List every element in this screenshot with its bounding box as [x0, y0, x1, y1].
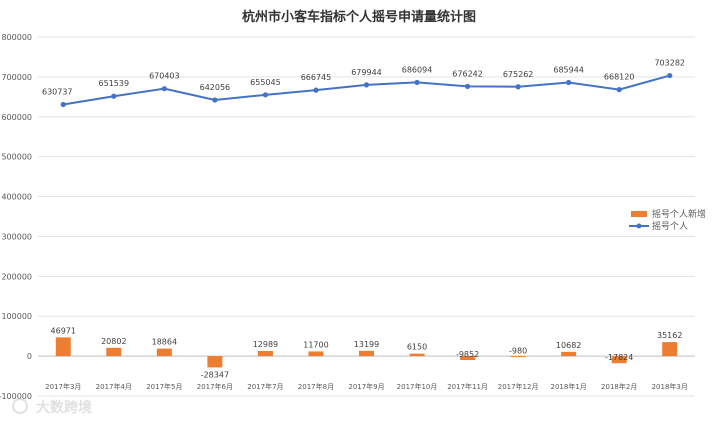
y-tick-label: -100000	[0, 392, 32, 401]
line-point	[363, 82, 370, 88]
bar	[460, 356, 476, 361]
bar-value-label: 6150	[407, 343, 427, 352]
x-tick-label: 2018年1月	[551, 382, 587, 391]
bar-value-label: -28347	[201, 370, 229, 379]
bar	[510, 356, 526, 358]
bar	[359, 350, 374, 357]
bar-value-label: -980	[509, 347, 527, 356]
x-tick-label: 2017年8月	[298, 382, 334, 391]
bar	[409, 353, 425, 357]
bar-value-label: 11700	[303, 340, 328, 349]
y-tick-label: 0	[27, 352, 32, 361]
x-tick-label: 2017年10月	[397, 382, 438, 391]
line-point	[616, 87, 622, 93]
legend-line-marker	[636, 223, 642, 229]
bar	[611, 356, 627, 364]
line-point	[464, 83, 471, 89]
bar-value-label: 13199	[354, 340, 379, 349]
x-tick-label: 2017年4月	[96, 382, 132, 391]
bar-series: 46971 20802 18864 -28347 12989 11700 13199 6150…	[51, 326, 683, 379]
x-tick-label: 2018年2月	[601, 382, 637, 391]
bar	[106, 347, 122, 357]
bar-value-label: 46971	[51, 326, 76, 335]
legend: 摇号个人新增 摇号个人	[629, 208, 706, 232]
line-point	[566, 79, 572, 86]
line-value-label: 676242	[452, 69, 483, 78]
x-tick-label: 2017年3月	[45, 382, 81, 391]
y-tick-label: 100000	[1, 312, 32, 321]
bar	[55, 337, 71, 357]
watermark-text: 大数跨境	[36, 399, 92, 416]
x-tick-label: 2018年3月	[652, 382, 688, 391]
line-value-label: 679944	[351, 68, 382, 77]
bar	[207, 356, 223, 368]
line-point	[212, 97, 218, 103]
x-tick-label: 2017年12月	[498, 382, 539, 391]
x-tick-label: 2017年9月	[348, 382, 384, 391]
line-value-label: 655045	[250, 78, 281, 87]
y-tick-label: 400000	[1, 193, 32, 202]
bar	[257, 350, 273, 357]
legend-line-label: 摇号个人	[652, 220, 688, 232]
line-value-label: 651539	[99, 79, 130, 88]
line-point	[111, 93, 117, 99]
y-tick-label: 500000	[1, 153, 32, 162]
x-tick-label: 2017年5月	[146, 382, 182, 391]
line-series: 630737 651539 670403 642056 655045 666745 6799…	[42, 59, 685, 108]
line-value-label: 666745	[301, 73, 332, 82]
y-tick-label: 600000	[1, 113, 32, 122]
line-value-label: 670403	[149, 72, 180, 81]
bar-value-label: 12989	[253, 340, 278, 349]
line-value-label: 630737	[42, 88, 73, 97]
bar-value-label: 20802	[101, 337, 126, 346]
line-value-label: 703282	[654, 59, 685, 68]
x-tick-label: 2017年7月	[247, 382, 283, 391]
bar	[561, 351, 577, 357]
line-point	[414, 79, 420, 86]
bar-value-label: 35162	[657, 331, 682, 340]
gridlines	[38, 36, 695, 397]
line-point	[667, 72, 673, 79]
watermark-logo-icon	[12, 398, 28, 414]
bar	[308, 351, 324, 357]
bar-value-label: -9852	[456, 350, 479, 359]
y-axis: -100000 0 100000 200000 300000 400000 500000 60…	[0, 33, 32, 401]
legend-bar-swatch	[631, 211, 647, 217]
line-value-label: 675262	[503, 70, 534, 79]
bar-value-label: 10682	[556, 341, 581, 350]
bar	[156, 348, 172, 357]
line-point	[60, 101, 66, 108]
line-point	[161, 86, 167, 92]
watermark: 大数跨境	[12, 398, 92, 416]
bar-value-label: -17824	[605, 353, 633, 362]
y-tick-label: 200000	[1, 272, 32, 281]
x-tick-label: 2017年11月	[447, 382, 488, 391]
y-tick-label: 700000	[1, 73, 32, 82]
y-tick-label: 800000	[1, 33, 32, 42]
x-axis: 2017年3月 2017年4月 2017年5月 2017年6月 2017年7月 2017年…	[45, 382, 688, 391]
line-value-label: 642056	[200, 83, 231, 92]
line-point	[313, 87, 319, 93]
line-point	[262, 92, 269, 98]
line-value-label: 668120	[604, 73, 635, 82]
bar	[662, 342, 678, 357]
chart-title: 杭州市小客车指标个人摇号申请量统计图	[242, 9, 476, 25]
x-tick-label: 2017年6月	[197, 382, 233, 391]
line-value-label: 685944	[553, 65, 584, 74]
legend-bar-label: 摇号个人新增	[652, 208, 706, 220]
y-tick-label: 300000	[1, 232, 32, 241]
bar-value-label: 18864	[152, 338, 177, 347]
line-point	[515, 84, 521, 90]
line-value-label: 686094	[402, 65, 433, 74]
